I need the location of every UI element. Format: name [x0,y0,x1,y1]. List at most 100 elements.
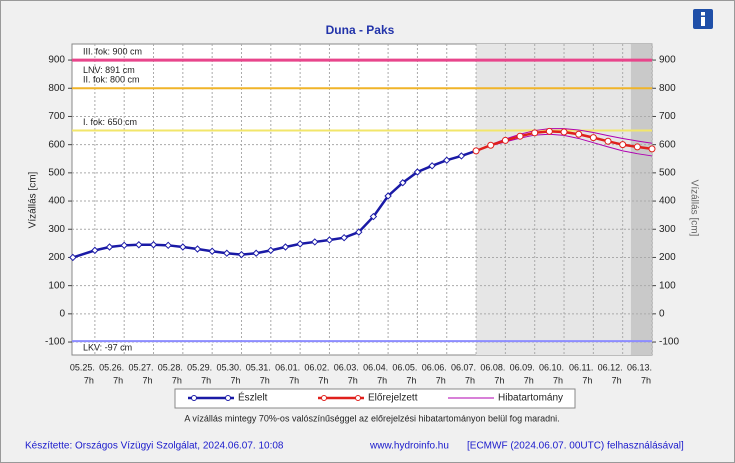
x-tick-label: 06.13. [627,362,652,372]
x-tick-label: 05.31. [246,362,271,372]
x-tick-label: 06.05. [392,362,417,372]
x-tick-label: 06.10. [539,362,564,372]
point [340,233,348,242]
threshold-label: III. fok: 900 cm [83,46,142,56]
point [369,212,378,221]
x-tick-hour: 7h [377,375,387,385]
point [531,129,539,137]
x-tick-label: 06.11. [569,362,593,372]
x-tick-label: 05.25. [70,362,95,372]
legend-marker [225,395,231,401]
y-tick-label: 400 [48,196,65,207]
y-tick-label: 600 [48,139,65,150]
y-tick-label: 200 [48,252,65,263]
x-tick-label: 05.26. [99,362,124,372]
point [296,240,304,248]
info-icon-dot[interactable] [701,12,705,16]
point [399,179,407,187]
footer-source: [ECMWF (2024.06.07. 00UTC) felhasználásá… [467,441,684,452]
point [69,253,77,262]
point [208,247,216,255]
x-tick-hour: 7h [553,375,563,385]
x-tick-label: 06.03. [334,362,359,372]
x-tick-hour: 7h [582,375,592,385]
y2-tick-label: 300 [659,224,676,235]
x-tick-hour: 7h [524,375,534,385]
point [252,249,260,257]
y-tick-label: 0 [59,308,65,319]
forecast-band [476,44,631,355]
x-tick-hour: 7h [406,375,416,385]
threshold-label: LKV: -97 cm [83,343,132,353]
x-tick-hour: 7h [494,375,504,385]
x-tick-label: 06.04. [363,362,388,372]
x-tick-hour: 7h [641,375,651,385]
x-tick-label: 05.27. [128,362,153,372]
legend-label: Hibatartomány [498,393,563,404]
y-tick-label: 300 [48,224,65,235]
series-line [72,149,477,259]
point [575,130,583,138]
x-tick-hour: 7h [143,375,153,385]
point [325,236,334,244]
y-axis-label: Vízállás [cm] [28,171,39,228]
info-icon[interactable] [693,9,713,29]
y2-tick-label: 600 [659,139,676,150]
point [648,145,656,153]
y-tick-label: 900 [48,55,65,66]
point [164,241,172,250]
x-tick-hour: 7h [318,375,328,385]
x-tick-hour: 7h [612,375,622,385]
y-tick-label: -100 [45,337,65,348]
point [281,243,290,251]
y2-tick-label: 100 [659,280,676,291]
y2-axis-label: Vízállás [cm] [688,180,699,237]
point [179,243,187,251]
threshold-label: II. fok: 800 cm [83,75,140,85]
footer-site: www.hydroinfo.hu [369,441,449,452]
legend-marker [191,395,197,401]
x-tick-hour: 7h [113,375,123,385]
y2-tick-label: 200 [659,252,676,263]
point [457,152,466,160]
point [149,241,158,249]
point [193,245,202,253]
threshold-label: LNV: 891 cm [83,65,135,75]
x-tick-label: 06.01. [275,362,300,372]
x-tick-label: 05.30. [216,362,241,372]
y2-tick-label: 0 [659,308,665,319]
footer-author: Készítette: Országos Vízügyi Szolgálat, … [25,441,284,452]
y2-tick-label: 500 [659,167,676,178]
chart-title: Duna - Paks [326,23,395,37]
x-tick-hour: 7h [260,375,270,385]
legend-label: Észlelt [238,391,268,404]
info-icon-bar[interactable] [701,17,705,26]
point [237,250,246,259]
y-tick-label: 500 [48,167,65,178]
point [413,168,422,176]
x-tick-hour: 7h [201,375,211,385]
point [487,141,495,149]
point [604,137,612,145]
point [443,156,451,164]
threshold-label: I. fok: 650 cm [83,117,137,127]
point [545,127,553,135]
y-tick-label: 100 [48,280,65,291]
point [223,249,231,257]
legend-marker [321,395,327,401]
x-tick-label: 06.07. [451,362,476,372]
x-tick-label: 06.08. [480,362,505,372]
y2-tick-label: 900 [659,55,676,66]
legend-marker [355,395,361,401]
x-tick-label: 06.06. [422,362,447,372]
y2-tick-label: 800 [659,83,676,94]
x-tick-hour: 7h [465,375,475,385]
point [384,192,392,200]
point [516,132,524,140]
x-tick-label: 06.02. [304,362,329,372]
legend-label: Előrejelzett [368,393,418,404]
legend [174,388,576,409]
point [267,246,275,255]
